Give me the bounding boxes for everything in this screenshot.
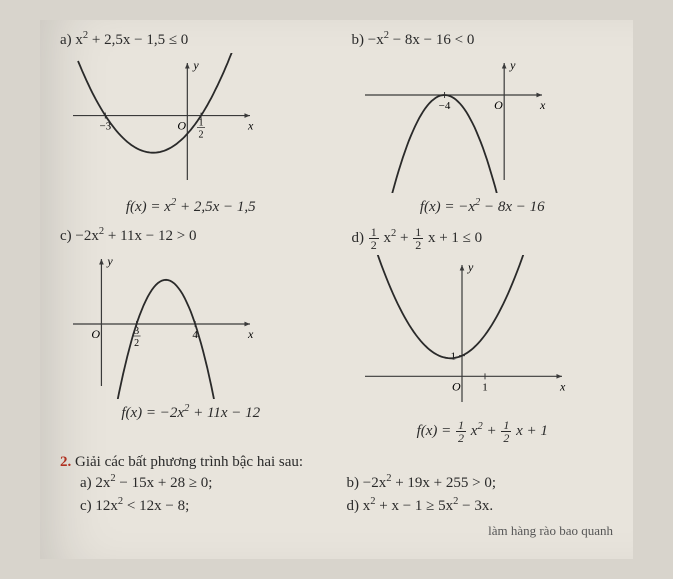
label-d: d) 12 x2 + 12 x + 1 ≤ 0 — [352, 226, 614, 251]
svg-text:2: 2 — [199, 130, 204, 141]
caption-d: f(x) = 12 x2 + 12 x + 1 — [352, 419, 614, 444]
problem-a: a) x2 + 2,5x − 1,5 ≤ 0 x y O −31 2 f(x) … — [60, 30, 322, 216]
q2-opt-a: a) 2x2 − 15x + 28 ≥ 0; — [80, 473, 347, 492]
q2-options: a) 2x2 − 15x + 28 ≥ 0; b) −2x2 + 19x + 2… — [80, 471, 613, 517]
svg-text:x: x — [559, 379, 566, 393]
problem-c: c) −2x2 + 11x − 12 > 0 x y O 3 24 f(x) =… — [60, 226, 322, 444]
svg-text:O: O — [452, 379, 461, 393]
svg-text:y: y — [106, 254, 113, 268]
graph-d: x y O 1 1 — [352, 255, 614, 415]
caption-c: f(x) = −2x2 + 11x − 12 — [60, 403, 322, 422]
row-cd: c) −2x2 + 11x − 12 > 0 x y O 3 24 f(x) =… — [60, 226, 613, 444]
q2-opt-b: b) −2x2 + 19x + 255 > 0; — [347, 473, 614, 492]
problem-d: d) 12 x2 + 12 x + 1 ≤ 0 x y O 1 1 f(x) =… — [352, 226, 614, 444]
svg-text:O: O — [91, 327, 100, 341]
label-b: b) −x2 − 8x − 16 < 0 — [352, 30, 614, 49]
svg-text:y: y — [192, 58, 199, 72]
caption-b: f(x) = −x2 − 8x − 16 — [352, 197, 614, 216]
svg-text:x: x — [247, 327, 254, 341]
label-a: a) x2 + 2,5x − 1,5 ≤ 0 — [60, 30, 322, 49]
svg-text:O: O — [177, 119, 186, 133]
svg-text:y: y — [467, 260, 474, 274]
page: a) x2 + 2,5x − 1,5 ≤ 0 x y O −31 2 f(x) … — [40, 20, 633, 559]
q2-opt-c: c) 12x2 < 12x − 8; — [80, 496, 347, 515]
q2-text: Giải các bất phương trình bậc hai sau: — [75, 454, 303, 470]
graph-c: x y O 3 24 — [60, 249, 322, 399]
question-2: 2. Giải các bất phương trình bậc hai sau… — [60, 454, 613, 471]
problem-b: b) −x2 − 8x − 16 < 0 x y O −4 f(x) = −x2… — [352, 30, 614, 216]
q2-opt-d: d) x2 + x − 1 ≥ 5x2 − 3x. — [347, 496, 614, 515]
row-ab: a) x2 + 2,5x − 1,5 ≤ 0 x y O −31 2 f(x) … — [60, 30, 613, 216]
caption-a: f(x) = x2 + 2,5x − 1,5 — [60, 197, 322, 216]
svg-text:−4: −4 — [438, 100, 450, 112]
svg-text:O: O — [494, 98, 503, 112]
label-c: c) −2x2 + 11x − 12 > 0 — [60, 226, 322, 245]
graph-a: x y O −31 2 — [60, 53, 322, 193]
svg-text:1: 1 — [450, 351, 456, 363]
svg-text:2: 2 — [134, 338, 139, 349]
graph-b: x y O −4 — [352, 53, 614, 193]
svg-text:x: x — [247, 119, 254, 133]
svg-text:y: y — [509, 58, 516, 72]
footer-fragment: làm hàng rào bao quanh — [60, 523, 613, 539]
svg-text:1: 1 — [482, 381, 488, 393]
q2-number: 2. — [60, 454, 71, 470]
svg-text:x: x — [539, 98, 546, 112]
